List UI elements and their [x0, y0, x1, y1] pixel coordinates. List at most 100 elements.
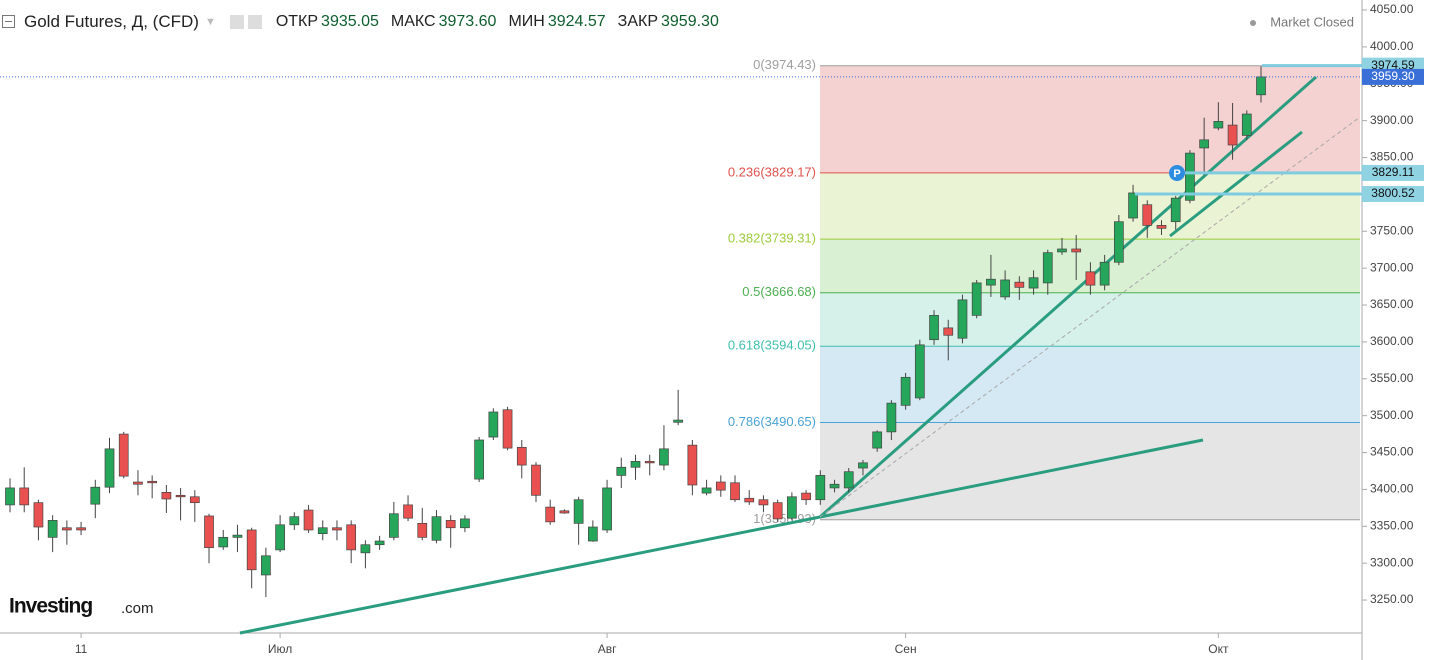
- y-tick-label: 3500.00: [1370, 408, 1414, 422]
- y-tick-label: 3700.00: [1370, 260, 1414, 274]
- price-tag-label: 3829.11: [1372, 165, 1415, 179]
- candle-body: [687, 444, 698, 486]
- fib-label: 0(3974.43): [753, 57, 816, 72]
- y-tick-label: 3600.00: [1370, 334, 1414, 348]
- candle-body: [1085, 271, 1096, 286]
- header-value: 3973.60: [438, 13, 497, 30]
- candle-body: [843, 471, 854, 489]
- candle-body: [1170, 197, 1181, 223]
- axes: 3250.00 3300.00 3350.00 3400.00 3450.00 3500.…: [75, 2, 1414, 656]
- candle-body: [616, 466, 627, 476]
- price-tag-label: 3974.59: [1371, 58, 1415, 72]
- candle-body: [787, 496, 797, 519]
- x-tick-label: Авг: [598, 642, 617, 656]
- candle-body: [758, 499, 769, 506]
- candle-body: [445, 520, 456, 529]
- price-tags: 3974.59 3829.11 3800.52 3959.30: [0, 57, 1424, 203]
- trend-lines: [239, 75, 1361, 635]
- x-tick-label: Сен: [895, 642, 917, 656]
- candle-body: [189, 496, 200, 504]
- candle-body: [929, 315, 939, 341]
- dropdown[interactable]: ▼: [204, 16, 216, 28]
- price-tag: [1362, 164, 1424, 181]
- candle-body: [559, 510, 570, 514]
- header-value: ОТКР 3935.05: [276, 13, 379, 31]
- header-name: ОТКР: [275, 13, 319, 30]
- fib-band: [820, 292, 1360, 347]
- trend-line: [819, 438, 1204, 519]
- candle-body: [502, 409, 513, 449]
- fib-band: [820, 172, 1360, 240]
- candle-body: [1028, 277, 1039, 289]
- title: Gold Futures, Д, (CFD): [24, 12, 199, 31]
- candle-body: [19, 487, 30, 506]
- y-tick-label: 4000.00: [1370, 39, 1414, 53]
- event-marker[interactable]: [1169, 165, 1185, 181]
- candle-body: [1156, 225, 1167, 229]
- settings-icon[interactable]: [247, 15, 262, 29]
- candle-body: [516, 447, 527, 466]
- collapse-icon[interactable]: [2, 15, 16, 29]
- y-tick-label: 3650.00: [1370, 297, 1414, 311]
- candle-body: [914, 344, 925, 399]
- candle-body: [1113, 221, 1124, 263]
- settings-icon[interactable]: [229, 15, 244, 29]
- candle-body: [644, 461, 655, 464]
- candles: [5, 66, 1266, 598]
- x-tick-label: Окт: [1208, 642, 1229, 656]
- candle-body: [1142, 204, 1153, 226]
- candle-body: [488, 411, 499, 438]
- y-tick-label: 3550.00: [1370, 371, 1414, 385]
- header: Gold Futures, Д, (CFD) ▼ ОТКР 3935.05 МАКС…: [0, 12, 719, 32]
- candle-body: [1057, 248, 1067, 253]
- candle-body: [701, 487, 712, 494]
- candle-body: [815, 475, 826, 501]
- candle-body: [886, 402, 897, 433]
- header-value: 3959.30: [661, 13, 719, 30]
- x-tick-label: Июл: [268, 642, 292, 656]
- status-dot: [1250, 20, 1256, 26]
- candle-body: [986, 278, 996, 286]
- candle-body: [204, 515, 214, 549]
- candle-body: [246, 529, 257, 571]
- event-marker-label: P: [1173, 168, 1180, 180]
- candle-body: [971, 282, 982, 316]
- candle-body: [1256, 76, 1266, 96]
- candle-body: [360, 544, 371, 554]
- header-name: МИН: [508, 13, 545, 30]
- candle-body: [545, 506, 556, 523]
- candle-body: [772, 502, 783, 520]
- candle-body: [47, 520, 58, 538]
- candle-body: [388, 513, 399, 538]
- candle-body: [374, 540, 385, 546]
- candle-body: [133, 481, 143, 485]
- candle-body: [232, 534, 243, 538]
- header-values: ОТКР 3935.05 МАКС 3973.60 МИН 3924.57 ЗАКР 3959…: [264, 13, 719, 31]
- logo-suffix: .com: [121, 600, 154, 617]
- candle-body: [175, 494, 186, 498]
- candle-body: [1128, 192, 1138, 219]
- candle-body: [317, 527, 328, 535]
- candle-body: [943, 327, 954, 336]
- y-tick-label: 3450.00: [1370, 445, 1414, 459]
- candle-body: [602, 487, 612, 531]
- candle-body: [104, 448, 115, 488]
- y-tick-label: 4050.00: [1370, 2, 1414, 16]
- header-name: МАКС: [390, 13, 436, 30]
- candle-body: [275, 524, 285, 551]
- y-tick-label: 3300.00: [1370, 555, 1414, 569]
- candle-body: [346, 524, 357, 551]
- candle-body: [744, 497, 755, 503]
- candle-body: [90, 486, 101, 505]
- candle-body: [573, 499, 584, 524]
- candle-body: [900, 376, 911, 406]
- fib-label: 0.382(3739.31): [728, 231, 816, 246]
- candle-body: [332, 527, 342, 531]
- candle-body: [1227, 124, 1238, 146]
- trend-line: [1169, 130, 1303, 238]
- x-tick-label: 11: [75, 642, 88, 656]
- candle-body: [303, 509, 314, 531]
- candle-body: [147, 480, 158, 484]
